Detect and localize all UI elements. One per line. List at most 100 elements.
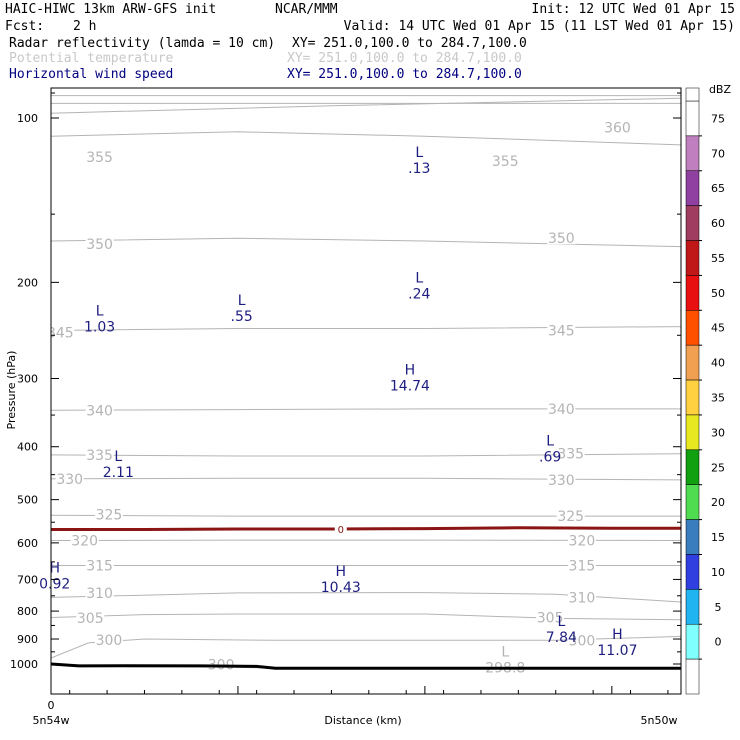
theta-label-bg xyxy=(556,508,585,523)
colorbar-swatch xyxy=(685,310,700,346)
theta-value-label: 320 xyxy=(569,533,596,549)
colorbar-swatch xyxy=(685,205,700,241)
wind-extremum-marker: H xyxy=(335,564,346,580)
colorbar-tick-label: 70 xyxy=(711,147,725,160)
theta-value-label: 350 xyxy=(86,237,113,253)
theta-value-label: 335 xyxy=(557,447,584,463)
theta-line xyxy=(51,514,681,517)
wind-extremum-marker: L xyxy=(114,449,122,465)
theta-line xyxy=(51,592,681,603)
colorbar-tick-label: 60 xyxy=(711,217,725,230)
colorbar-tick-label: 5 xyxy=(715,601,722,614)
theta-value-label: 325 xyxy=(557,509,584,525)
center-label: NCAR/MMM xyxy=(275,2,338,17)
wind-extremum-value: .55 xyxy=(231,309,253,325)
wind-extremum-marker: L xyxy=(557,614,565,630)
wind-extremum-value: 0.92 xyxy=(39,577,70,593)
x-zero-label: 0 xyxy=(48,699,55,712)
theta-line xyxy=(51,613,681,621)
colorbar-top-cap xyxy=(685,87,700,102)
wind-extremum-marker: L xyxy=(96,304,104,320)
freezing-level-label: 0 xyxy=(338,525,344,536)
theta-label-bg xyxy=(85,584,114,599)
theta-value-label: 305 xyxy=(537,611,564,627)
field-theta-name: Potential temperature xyxy=(9,51,174,66)
colorbar-swatch xyxy=(685,344,700,381)
theta-value-label: 345 xyxy=(548,323,575,339)
y-axis-label: Pressure (hPa) xyxy=(5,351,18,430)
colorbar-unit-label: dBZ xyxy=(709,83,732,96)
theta-value-label: 300 xyxy=(569,634,596,650)
model-title: HAIC-HIWC 13km ARW-GFS init xyxy=(5,2,216,17)
wind-extremum-marker: L xyxy=(415,270,423,286)
theta-value-label: 350 xyxy=(548,231,575,247)
field-reflectivity-xy: XY= 251.0,100.0 to 284.7,100.0 xyxy=(292,36,527,51)
theta-value-label: 335 xyxy=(86,448,113,464)
theta-label-bg xyxy=(85,235,114,250)
colorbar-swatch xyxy=(685,554,700,590)
theta-value-label: 355 xyxy=(492,154,519,170)
colorbar-tick-label: 10 xyxy=(711,566,725,579)
colorbar-swatch xyxy=(685,414,700,451)
wind-extremum-marker: L xyxy=(238,293,246,309)
y-tick-label: 500 xyxy=(17,494,38,507)
field-theta-xy: XY= 251.0,100.0 to 284.7,100.0 xyxy=(287,51,522,66)
terrain-surface-line xyxy=(51,662,681,670)
theta-value-label: 340 xyxy=(548,402,575,418)
freezing-level-label-bg xyxy=(334,522,347,535)
y-tick-label: 400 xyxy=(17,441,38,454)
theta-label-bg xyxy=(70,532,99,547)
theta-value-label: 325 xyxy=(96,507,123,523)
wind-extremum-value: 2.11 xyxy=(103,465,134,481)
wind-extremum-value: 1.03 xyxy=(84,320,115,336)
theta-value-label: 305 xyxy=(77,611,104,627)
field-reflectivity-name: Radar reflectivity (lamda = 10 cm) xyxy=(9,36,275,51)
colorbar-tick-label: 0 xyxy=(715,636,722,649)
colorbar-tick-label: 35 xyxy=(711,392,725,405)
wind-extremum-marker: H xyxy=(612,627,623,643)
wind-extremum-marker: L xyxy=(415,145,423,161)
colorbar-swatch xyxy=(685,240,700,276)
theta-label-bg xyxy=(85,446,114,461)
y-tick-label: 1000 xyxy=(10,658,38,671)
wind-extremum-value: 7.84 xyxy=(546,630,577,646)
theta-label-bg xyxy=(547,230,576,245)
upper-theta-dense-lines xyxy=(51,88,681,104)
wind-extremum-value: .13 xyxy=(408,161,430,177)
theta-label-bg xyxy=(85,402,114,417)
fcst-label: Fcst: xyxy=(5,19,44,34)
field-wind-xy: XY= 251.0,100.0 to 284.7,100.0 xyxy=(287,67,522,82)
colorbar-tick-label: 15 xyxy=(711,531,725,544)
theta-label-bg xyxy=(547,322,576,337)
wind-extremum-value: 10.43 xyxy=(321,580,361,596)
theta-label-bg xyxy=(556,445,585,460)
theta-label-bg xyxy=(85,557,114,572)
y-axis: 100 200 300 400 500 600 700 800 900 1000 xyxy=(10,92,681,671)
valid-time: Valid: 14 UTC Wed 01 Apr 15 (11 LST Wed … xyxy=(344,19,735,34)
theta-line xyxy=(51,97,681,114)
wind-extremum-value: .69 xyxy=(539,450,561,466)
wind-extremum-value: 14.74 xyxy=(390,379,430,395)
theta-value-label: 330 xyxy=(548,473,575,489)
colorbar-swatch xyxy=(685,379,700,416)
wind-extremum-marker: H xyxy=(49,561,60,577)
theta-value-label: 345 xyxy=(47,325,74,341)
theta-line xyxy=(51,131,681,146)
theta-line xyxy=(51,453,681,457)
colorbar-swatch xyxy=(685,519,700,555)
colorbar-swatch xyxy=(685,135,700,172)
theta-label-bg xyxy=(547,400,576,415)
theta-label-bg xyxy=(536,609,565,624)
terrain xyxy=(51,662,681,670)
colorbar-swatch xyxy=(685,623,700,660)
theta-value-label: 315 xyxy=(569,558,596,574)
colorbar-swatch xyxy=(685,658,700,695)
theta-value-label: 340 xyxy=(86,403,113,419)
init-time: Init: 12 UTC Wed 01 Apr 15 xyxy=(532,2,736,17)
theta-value-label: 315 xyxy=(86,558,113,574)
y-tick-label: 600 xyxy=(17,537,38,550)
y-tick-label: 200 xyxy=(17,276,38,289)
